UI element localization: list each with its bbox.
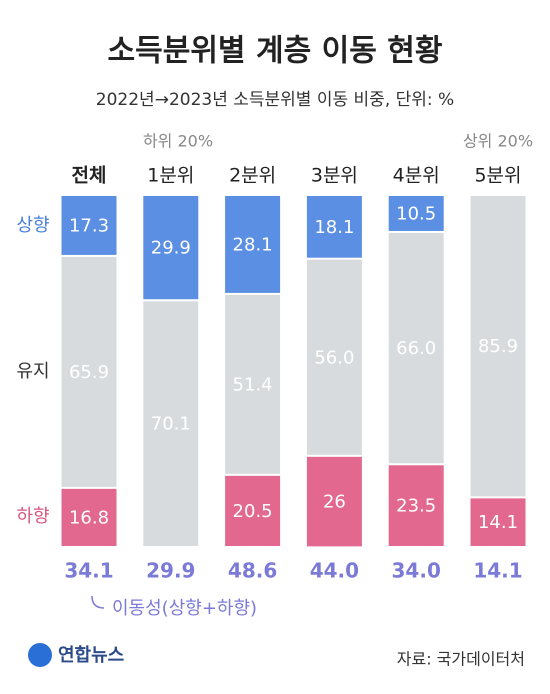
value-label: 29.9 — [151, 238, 191, 259]
bar-segment — [306, 196, 362, 258]
x-tick-label: 1분위 — [147, 165, 194, 187]
logo-icon — [28, 643, 52, 667]
legend-label: 하향 — [16, 506, 49, 527]
value-label: 56.0 — [314, 347, 354, 368]
x-tick-label: 4분위 — [393, 165, 440, 187]
mobility-label: 34.1 — [64, 559, 113, 583]
chart-title: 소득분위별 계층 이동 현황 — [108, 34, 443, 69]
bar-segment — [225, 475, 281, 546]
value-label: 26 — [323, 492, 346, 513]
mobility-label: 14.1 — [473, 559, 522, 583]
value-label: 20.5 — [233, 501, 273, 522]
chart-subtitle: 2022년→2023년 소득분위별 이동 비중, 단위: % — [96, 90, 454, 110]
x-tick-label: 3분위 — [311, 165, 358, 187]
bracket — [91, 595, 105, 609]
value-label: 70.1 — [151, 414, 191, 435]
value-label: 10.5 — [396, 203, 436, 224]
value-label: 18.1 — [314, 217, 354, 238]
bar-segment — [388, 232, 444, 464]
bar-segment — [143, 301, 199, 546]
bar-segment — [225, 294, 281, 474]
mobility-label: 44.0 — [310, 559, 359, 583]
mobility-legend: 이동성(상향+하향) — [112, 598, 257, 619]
value-label: 66.0 — [396, 338, 436, 359]
x-tick-label: 2분위 — [229, 165, 276, 187]
annotation: 상위 20% — [463, 132, 533, 151]
legend-label: 상향 — [16, 215, 49, 236]
bar-segment — [388, 465, 444, 546]
bar-segment — [61, 196, 117, 255]
bar-segment — [225, 196, 281, 293]
bar-segment — [388, 196, 444, 231]
bar-segment — [61, 256, 117, 487]
value-label: 14.1 — [478, 512, 518, 533]
legend-label: 유지 — [16, 361, 49, 382]
bar-segment — [306, 456, 362, 547]
mobility-label: 48.6 — [228, 559, 277, 583]
value-label: 28.1 — [233, 234, 273, 255]
annotation: 하위 20% — [143, 132, 213, 151]
source: 자료: 국가데이터처 — [397, 650, 525, 669]
mobility-label: 34.0 — [392, 559, 441, 583]
bar-segment — [306, 259, 362, 455]
value-label: 65.9 — [69, 362, 109, 383]
value-label: 16.8 — [69, 507, 109, 528]
value-label: 17.3 — [69, 215, 109, 236]
mobility-label: 29.9 — [146, 559, 195, 583]
bar-segment — [470, 196, 526, 497]
value-label: 51.4 — [233, 374, 273, 395]
bar-segment — [470, 498, 526, 546]
value-label: 85.9 — [478, 336, 518, 357]
bar-segment — [61, 488, 117, 546]
bar-segment — [143, 196, 199, 300]
x-tick-label: 전체 — [72, 165, 107, 187]
x-tick-label: 5분위 — [474, 165, 521, 187]
value-label: 23.5 — [396, 496, 436, 517]
logo: 연합뉴스 — [58, 644, 124, 666]
